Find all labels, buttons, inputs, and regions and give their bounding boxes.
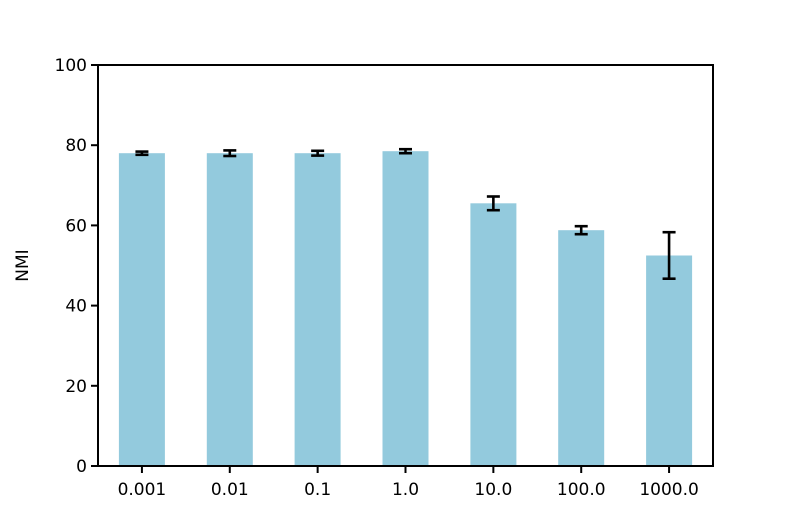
bar — [470, 203, 517, 467]
bar — [558, 230, 605, 466]
bar — [294, 153, 341, 466]
y-tick-label: 80 — [65, 136, 87, 156]
x-tick-label: 1000.0 — [639, 480, 698, 500]
bar — [382, 151, 429, 466]
y-tick-label: 20 — [65, 377, 87, 397]
bars-layer — [118, 151, 693, 467]
y-tick-label: 100 — [55, 56, 87, 76]
x-tick-label: 0.001 — [118, 480, 167, 500]
x-tick-label: 1.0 — [392, 480, 419, 500]
tick-labels-layer: 0 20 40 60 80 100 0.001 0.01 0.1 1.0 10.0 100.0 1000… — [55, 56, 699, 500]
bar — [118, 153, 165, 466]
bar — [646, 255, 693, 466]
x-tick-label: 10.0 — [474, 480, 512, 500]
y-tick-label: 0 — [76, 457, 87, 477]
error-bars-layer — [135, 147, 676, 281]
x-tick-label: 0.1 — [304, 480, 331, 500]
x-tick-label: 100.0 — [557, 480, 606, 500]
bar — [206, 153, 253, 466]
y-axis-title: NMI — [13, 249, 33, 281]
axes-layer — [91, 64, 714, 473]
y-tick-label: 40 — [65, 297, 87, 317]
y-tick-label: 60 — [65, 216, 87, 236]
x-tick-label: 0.01 — [211, 480, 249, 500]
